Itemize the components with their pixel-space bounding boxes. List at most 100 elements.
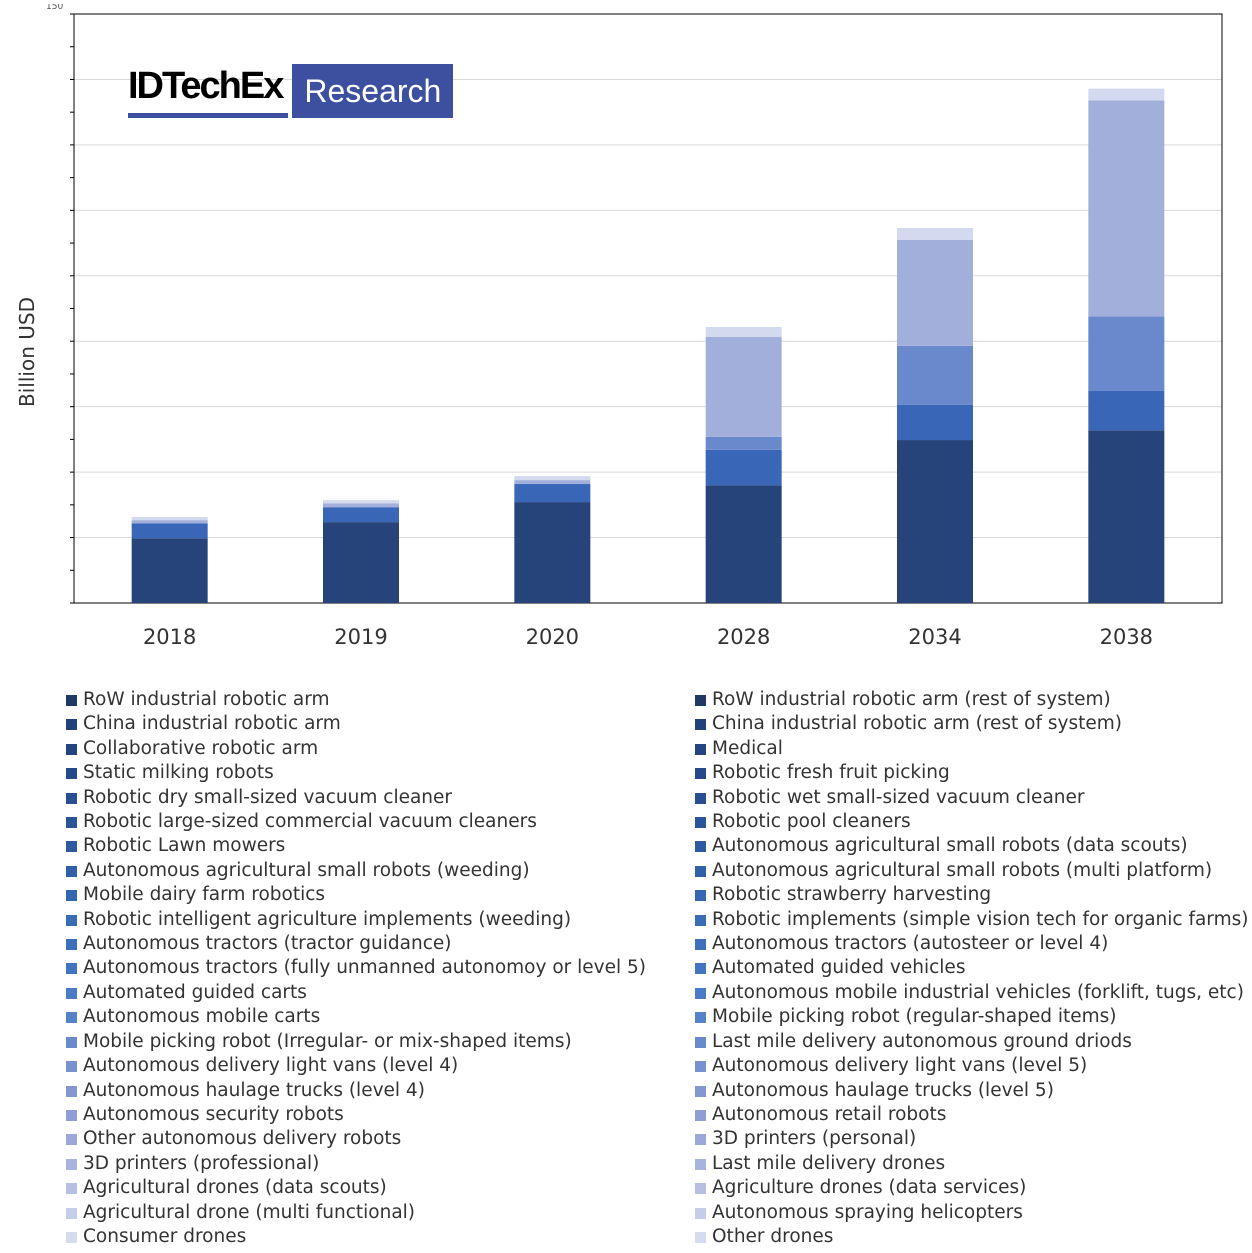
- legend-label: Autonomous tractors (tractor guidance): [83, 933, 452, 955]
- legend-label: Robotic strawberry harvesting: [712, 884, 992, 906]
- bar-segment: [514, 484, 591, 503]
- legend-label: RoW industrial robotic arm: [83, 689, 330, 710]
- legend-swatch: [695, 743, 706, 755]
- legend-item: Agricultural drone (multi functional): [66, 1201, 646, 1225]
- legend-item: Collaborative robotic arm: [66, 737, 646, 761]
- bar-segment: [323, 522, 399, 603]
- bar-segment: [131, 517, 208, 521]
- legend-item: Robotic implements (simple vision tech f…: [695, 908, 1248, 932]
- legend-label: Consumer drones: [83, 1225, 247, 1247]
- legend-swatch: [695, 719, 706, 731]
- legend-label: Automated guided carts: [83, 981, 307, 1003]
- bar-segment: [705, 485, 782, 603]
- bar-segment: [897, 345, 973, 405]
- y-axis-label: Billion USD: [15, 297, 39, 407]
- legend-item: Robotic pool cleaners: [695, 810, 1248, 834]
- legend-label: Autonomous tractors (autosteer or level …: [712, 933, 1109, 955]
- legend-label: 3D printers (professional): [83, 1152, 320, 1174]
- bar-segment: [705, 326, 782, 337]
- legend-label: China industrial robotic arm (rest of sy…: [712, 713, 1122, 735]
- legend-swatch: [66, 1207, 77, 1219]
- plot-frame: [73, 13, 1223, 604]
- legend-label: Agricultural drones (data scouts): [83, 1177, 387, 1199]
- legend-swatch: [695, 695, 706, 706]
- legend-label: Mobile picking robot (Irregular- or mix-…: [83, 1030, 572, 1052]
- legend-label: Robotic dry small-sized vacuum cleaner: [83, 786, 453, 808]
- y-tick-top: 150: [46, 4, 64, 10]
- legend-swatch: [66, 939, 77, 951]
- legend-item: RoW industrial robotic arm (rest of syst…: [695, 688, 1248, 712]
- x-tick-label: 2034: [908, 625, 961, 649]
- legend-label: Autonomous agricultural small robots (da…: [712, 835, 1188, 857]
- legend-item: Autonomous security robots: [66, 1103, 646, 1127]
- legend-label: Robotic intelligent agriculture implemen…: [83, 908, 572, 930]
- legend-swatch: [695, 1183, 706, 1195]
- legend-label: 3D printers (personal): [712, 1128, 917, 1150]
- legend-label: Autonomous mobile carts: [83, 1006, 321, 1028]
- legend-item: Agricultural drones (data scouts): [66, 1176, 646, 1200]
- legend-label: Autonomous agricultural small robots (we…: [83, 859, 530, 881]
- legend-item: Medical: [695, 737, 1248, 761]
- legend-swatch: [695, 1158, 706, 1170]
- legend-item: Robotic Lawn mowers: [66, 834, 646, 858]
- legend-label: Automated guided vehicles: [712, 957, 966, 979]
- legend-label: Autonomous agricultural small robots (mu…: [712, 859, 1213, 881]
- bar-segment: [705, 449, 782, 486]
- legend-item: China industrial robotic arm (rest of sy…: [695, 712, 1248, 736]
- x-tick-label: 2019: [334, 625, 387, 649]
- legend-swatch: [66, 841, 77, 853]
- bar-segment: [131, 538, 208, 603]
- bar-segment: [1088, 88, 1165, 101]
- legend-label: Autonomous spraying helicopters: [712, 1201, 1023, 1223]
- legend-item: Mobile picking robot (regular-shaped ite…: [695, 1005, 1248, 1029]
- bar-segment: [897, 404, 973, 441]
- legend-label: Other drones: [712, 1225, 834, 1247]
- legend-item: Last mile delivery autonomous ground dri…: [695, 1030, 1248, 1054]
- legend-swatch: [695, 890, 706, 902]
- legend-item: Robotic fresh fruit picking: [695, 761, 1248, 785]
- legend-swatch: [695, 865, 706, 877]
- bar-segment: [323, 500, 399, 504]
- legend-swatch: [66, 792, 77, 804]
- legend-swatch: [66, 865, 77, 877]
- x-tick-label: 2018: [143, 625, 196, 649]
- legend-item: Autonomous mobile carts: [66, 1005, 646, 1029]
- legend-swatch: [695, 1012, 706, 1024]
- legend-swatch: [66, 743, 77, 755]
- legend-swatch: [66, 914, 77, 926]
- legend-label: Autonomous delivery light vans (level 5): [712, 1055, 1088, 1077]
- legend-swatch: [66, 963, 77, 975]
- legend-item: Autonomous delivery light vans (level 5): [695, 1054, 1248, 1078]
- x-tick-label: 2038: [1100, 625, 1153, 649]
- x-tick-label: 2020: [526, 625, 579, 649]
- legend-item: Robotic strawberry harvesting: [695, 883, 1248, 907]
- bar-segment: [514, 502, 591, 603]
- logo-text: IDTechEx: [128, 64, 289, 118]
- legend-label: Mobile picking robot (regular-shaped ite…: [712, 1006, 1117, 1028]
- legend-item: Robotic wet small-sized vacuum cleaner: [695, 786, 1248, 810]
- legend-swatch: [695, 1061, 706, 1073]
- legend-item: Mobile dairy farm robotics: [66, 883, 646, 907]
- legend-item: Other drones: [695, 1225, 1248, 1249]
- legend-item: RoW industrial robotic arm: [66, 688, 646, 712]
- legend-left: RoW industrial robotic arm China industri…: [66, 688, 646, 1249]
- legend-swatch: [66, 1036, 77, 1048]
- legend-label: Autonomous haulage trucks (level 4): [83, 1079, 425, 1101]
- legend-swatch: [695, 939, 706, 951]
- legend-swatch: [695, 1085, 706, 1097]
- bar-segment: [1088, 430, 1165, 603]
- bar-segment: [514, 476, 591, 481]
- idtechex-logo: IDTechEx Research: [128, 64, 454, 118]
- legend-label: Agricultural drone (multi functional): [83, 1201, 416, 1223]
- legend-swatch: [695, 1036, 706, 1048]
- legend-label: Robotic fresh fruit picking: [712, 762, 950, 784]
- legend-label: Mobile dairy farm robotics: [83, 884, 326, 906]
- legend-item: Robotic large-sized commercial vacuum cl…: [66, 810, 646, 834]
- legend-item: Autonomous tractors (tractor guidance): [66, 932, 646, 956]
- bar-segment: [323, 503, 399, 508]
- legend-swatch: [695, 1109, 706, 1121]
- legend-swatch: [695, 792, 706, 804]
- bar-segment: [514, 480, 591, 485]
- legend-item: Autonomous tractors (autosteer or level …: [695, 932, 1248, 956]
- legend-label: Robotic Lawn mowers: [83, 835, 286, 857]
